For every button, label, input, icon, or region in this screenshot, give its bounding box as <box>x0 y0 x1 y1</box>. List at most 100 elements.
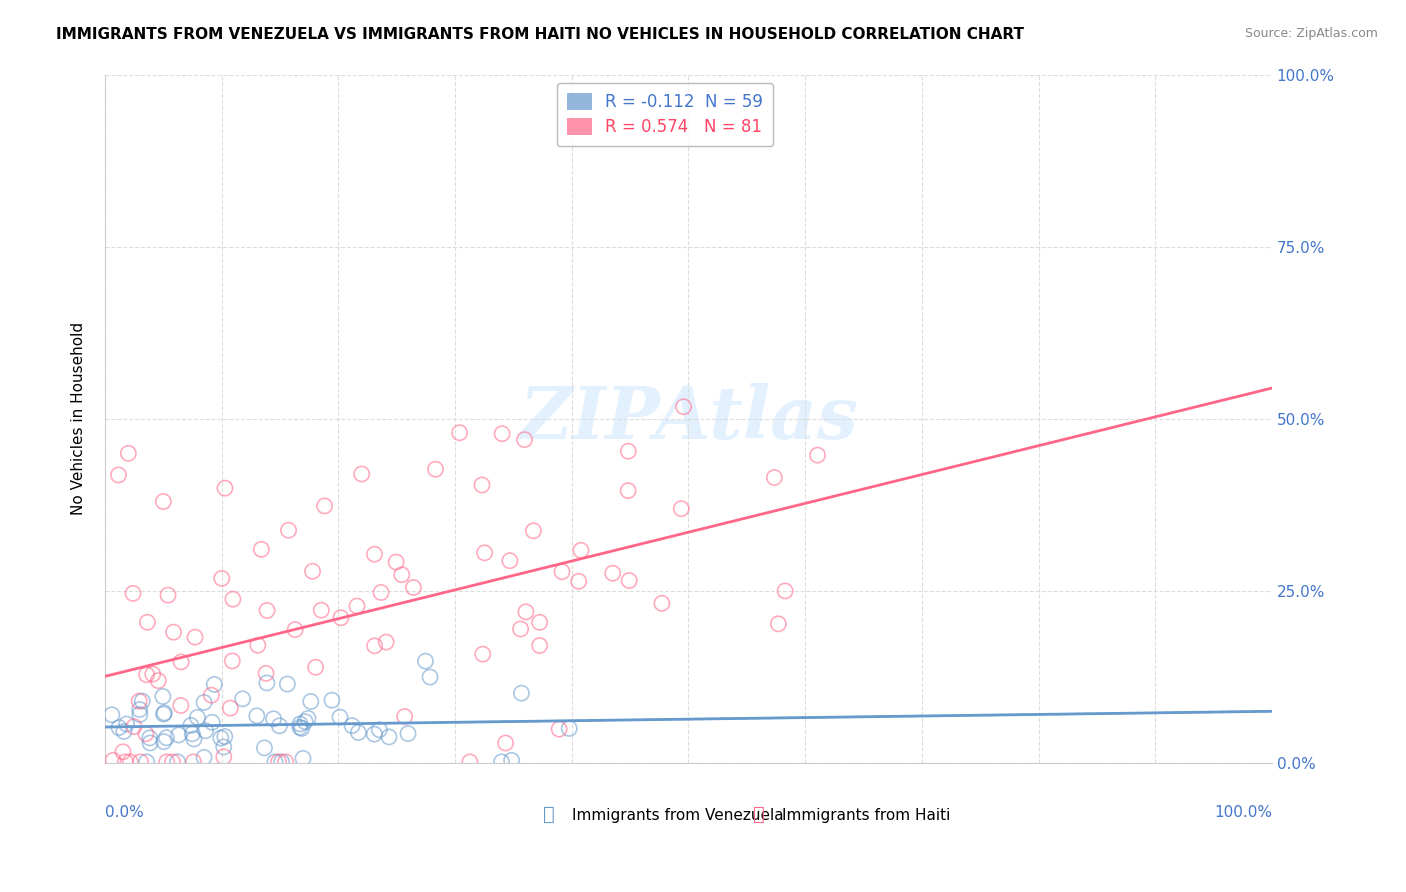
Point <box>471 478 494 492</box>
Point <box>246 708 269 723</box>
Point <box>402 581 425 595</box>
Point <box>162 755 184 769</box>
Point <box>378 730 401 744</box>
Point <box>253 740 276 755</box>
Point <box>509 622 531 636</box>
Point <box>193 750 215 764</box>
Point <box>768 616 790 631</box>
Point <box>277 523 299 537</box>
Point <box>153 706 176 720</box>
Point <box>129 755 152 769</box>
Point <box>671 501 693 516</box>
Point <box>558 722 581 736</box>
Point <box>256 676 278 690</box>
Point <box>274 755 297 769</box>
Point <box>128 707 150 722</box>
Point <box>256 603 278 617</box>
Point <box>471 647 494 661</box>
Point <box>107 467 129 482</box>
Point <box>135 727 157 741</box>
Point <box>194 723 217 738</box>
Point <box>368 723 391 737</box>
Point <box>385 555 408 569</box>
Text: ⬜: ⬜ <box>543 805 554 823</box>
Point <box>193 695 215 709</box>
Point <box>135 667 157 681</box>
Point <box>101 707 124 722</box>
Point <box>152 707 174 722</box>
Text: ZIPAtlas: ZIPAtlas <box>519 384 858 454</box>
Point <box>340 718 363 732</box>
Point <box>155 731 177 745</box>
Point <box>167 728 190 742</box>
Point <box>162 625 184 640</box>
Point <box>347 725 370 739</box>
Point <box>501 753 523 767</box>
Point <box>270 755 292 769</box>
Point <box>246 638 269 652</box>
Point <box>394 709 416 723</box>
Point <box>569 543 592 558</box>
Point <box>474 546 496 560</box>
Point <box>617 574 640 588</box>
Point <box>329 710 352 724</box>
Point <box>108 721 131 735</box>
Point <box>396 726 419 740</box>
Legend: R = -0.112  N = 59, R = 0.574   N = 81: R = -0.112 N = 59, R = 0.574 N = 81 <box>557 83 773 146</box>
Point <box>269 719 291 733</box>
Point <box>617 483 640 498</box>
Point <box>350 467 373 481</box>
Point <box>138 731 160 745</box>
Point <box>209 731 232 745</box>
Point <box>806 448 828 462</box>
Point <box>299 694 322 708</box>
Point <box>111 745 134 759</box>
Point <box>170 655 193 669</box>
Point <box>363 639 385 653</box>
Point <box>250 542 273 557</box>
Point <box>419 670 441 684</box>
Point <box>370 585 392 599</box>
Point <box>314 499 336 513</box>
Point <box>617 444 640 458</box>
Point <box>214 481 236 495</box>
Point <box>415 654 437 668</box>
Point <box>112 724 135 739</box>
Point <box>672 400 695 414</box>
Point <box>304 660 326 674</box>
Point <box>166 755 188 769</box>
Point <box>122 720 145 734</box>
Text: Immigrants from Haiti: Immigrants from Haiti <box>782 808 950 823</box>
Point <box>602 566 624 581</box>
Text: Source: ZipAtlas.com: Source: ZipAtlas.com <box>1244 27 1378 40</box>
Point <box>375 635 398 649</box>
Point <box>425 462 447 476</box>
Point <box>568 574 591 589</box>
Text: 0.0%: 0.0% <box>105 805 143 820</box>
Point <box>122 586 145 600</box>
Point <box>346 599 368 613</box>
Point <box>211 571 233 585</box>
Point <box>773 583 796 598</box>
Point <box>495 736 517 750</box>
Point <box>548 722 571 736</box>
Point <box>117 446 139 460</box>
Point <box>232 691 254 706</box>
Point <box>212 749 235 764</box>
Point <box>183 755 205 769</box>
Point <box>263 712 285 726</box>
Point <box>321 693 343 707</box>
Point <box>292 751 315 765</box>
Point <box>522 524 544 538</box>
Point <box>212 739 235 754</box>
Point <box>254 666 277 681</box>
Point <box>153 734 176 748</box>
Point <box>288 720 311 734</box>
Y-axis label: No Vehicles in Household: No Vehicles in Household <box>72 322 86 516</box>
Point <box>391 567 413 582</box>
Point <box>180 718 202 732</box>
Text: ⬜: ⬜ <box>752 805 765 823</box>
Point <box>156 755 179 769</box>
Point <box>284 623 307 637</box>
Point <box>515 605 537 619</box>
